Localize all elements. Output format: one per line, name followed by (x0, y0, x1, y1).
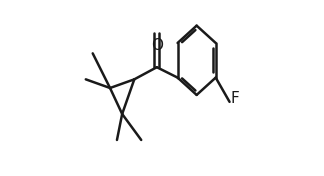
Text: O: O (151, 38, 163, 53)
Text: F: F (230, 91, 239, 106)
